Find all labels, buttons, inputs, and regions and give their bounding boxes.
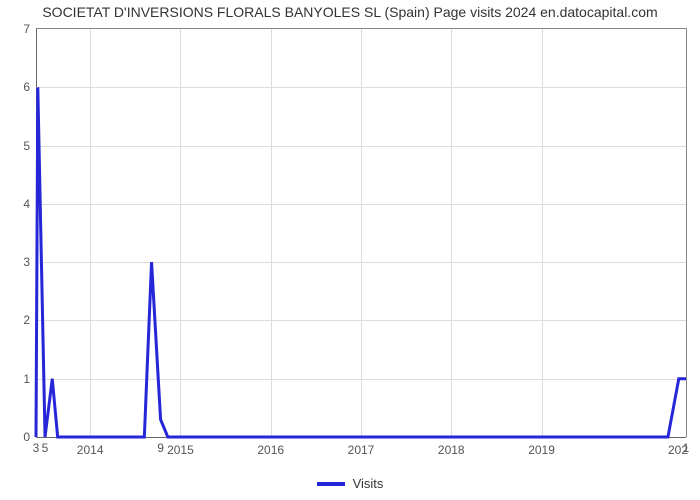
chart-container: SOCIETAT D'INVERSIONS FLORALS BANYOLES S… — [0, 0, 700, 500]
y-tick-label: 6 — [10, 80, 36, 94]
chart-title: SOCIETAT D'INVERSIONS FLORALS BANYOLES S… — [0, 4, 700, 20]
data-point-label: 3 — [33, 441, 40, 455]
data-point-label: 9 — [157, 441, 164, 455]
y-tick-label: 5 — [10, 139, 36, 153]
legend-swatch — [317, 482, 345, 486]
series-line — [36, 29, 686, 437]
x-tick-label: 2018 — [438, 437, 465, 457]
x-tick-label: 2019 — [528, 437, 555, 457]
y-tick-label: 2 — [10, 313, 36, 327]
x-tick-label: 2015 — [167, 437, 194, 457]
x-tick-label: 2017 — [348, 437, 375, 457]
x-tick-label: 2016 — [257, 437, 284, 457]
plot-area: 012345672014201520162017201820192023591 — [36, 28, 687, 437]
data-point-label: 1 — [683, 441, 690, 455]
data-point-label: 5 — [42, 441, 49, 455]
x-tick-label: 2014 — [77, 437, 104, 457]
y-tick-label: 4 — [10, 197, 36, 211]
y-tick-label: 3 — [10, 255, 36, 269]
y-tick-label: 1 — [10, 372, 36, 386]
y-tick-label: 7 — [10, 22, 36, 36]
legend: Visits — [0, 476, 700, 491]
legend-label: Visits — [353, 476, 384, 491]
